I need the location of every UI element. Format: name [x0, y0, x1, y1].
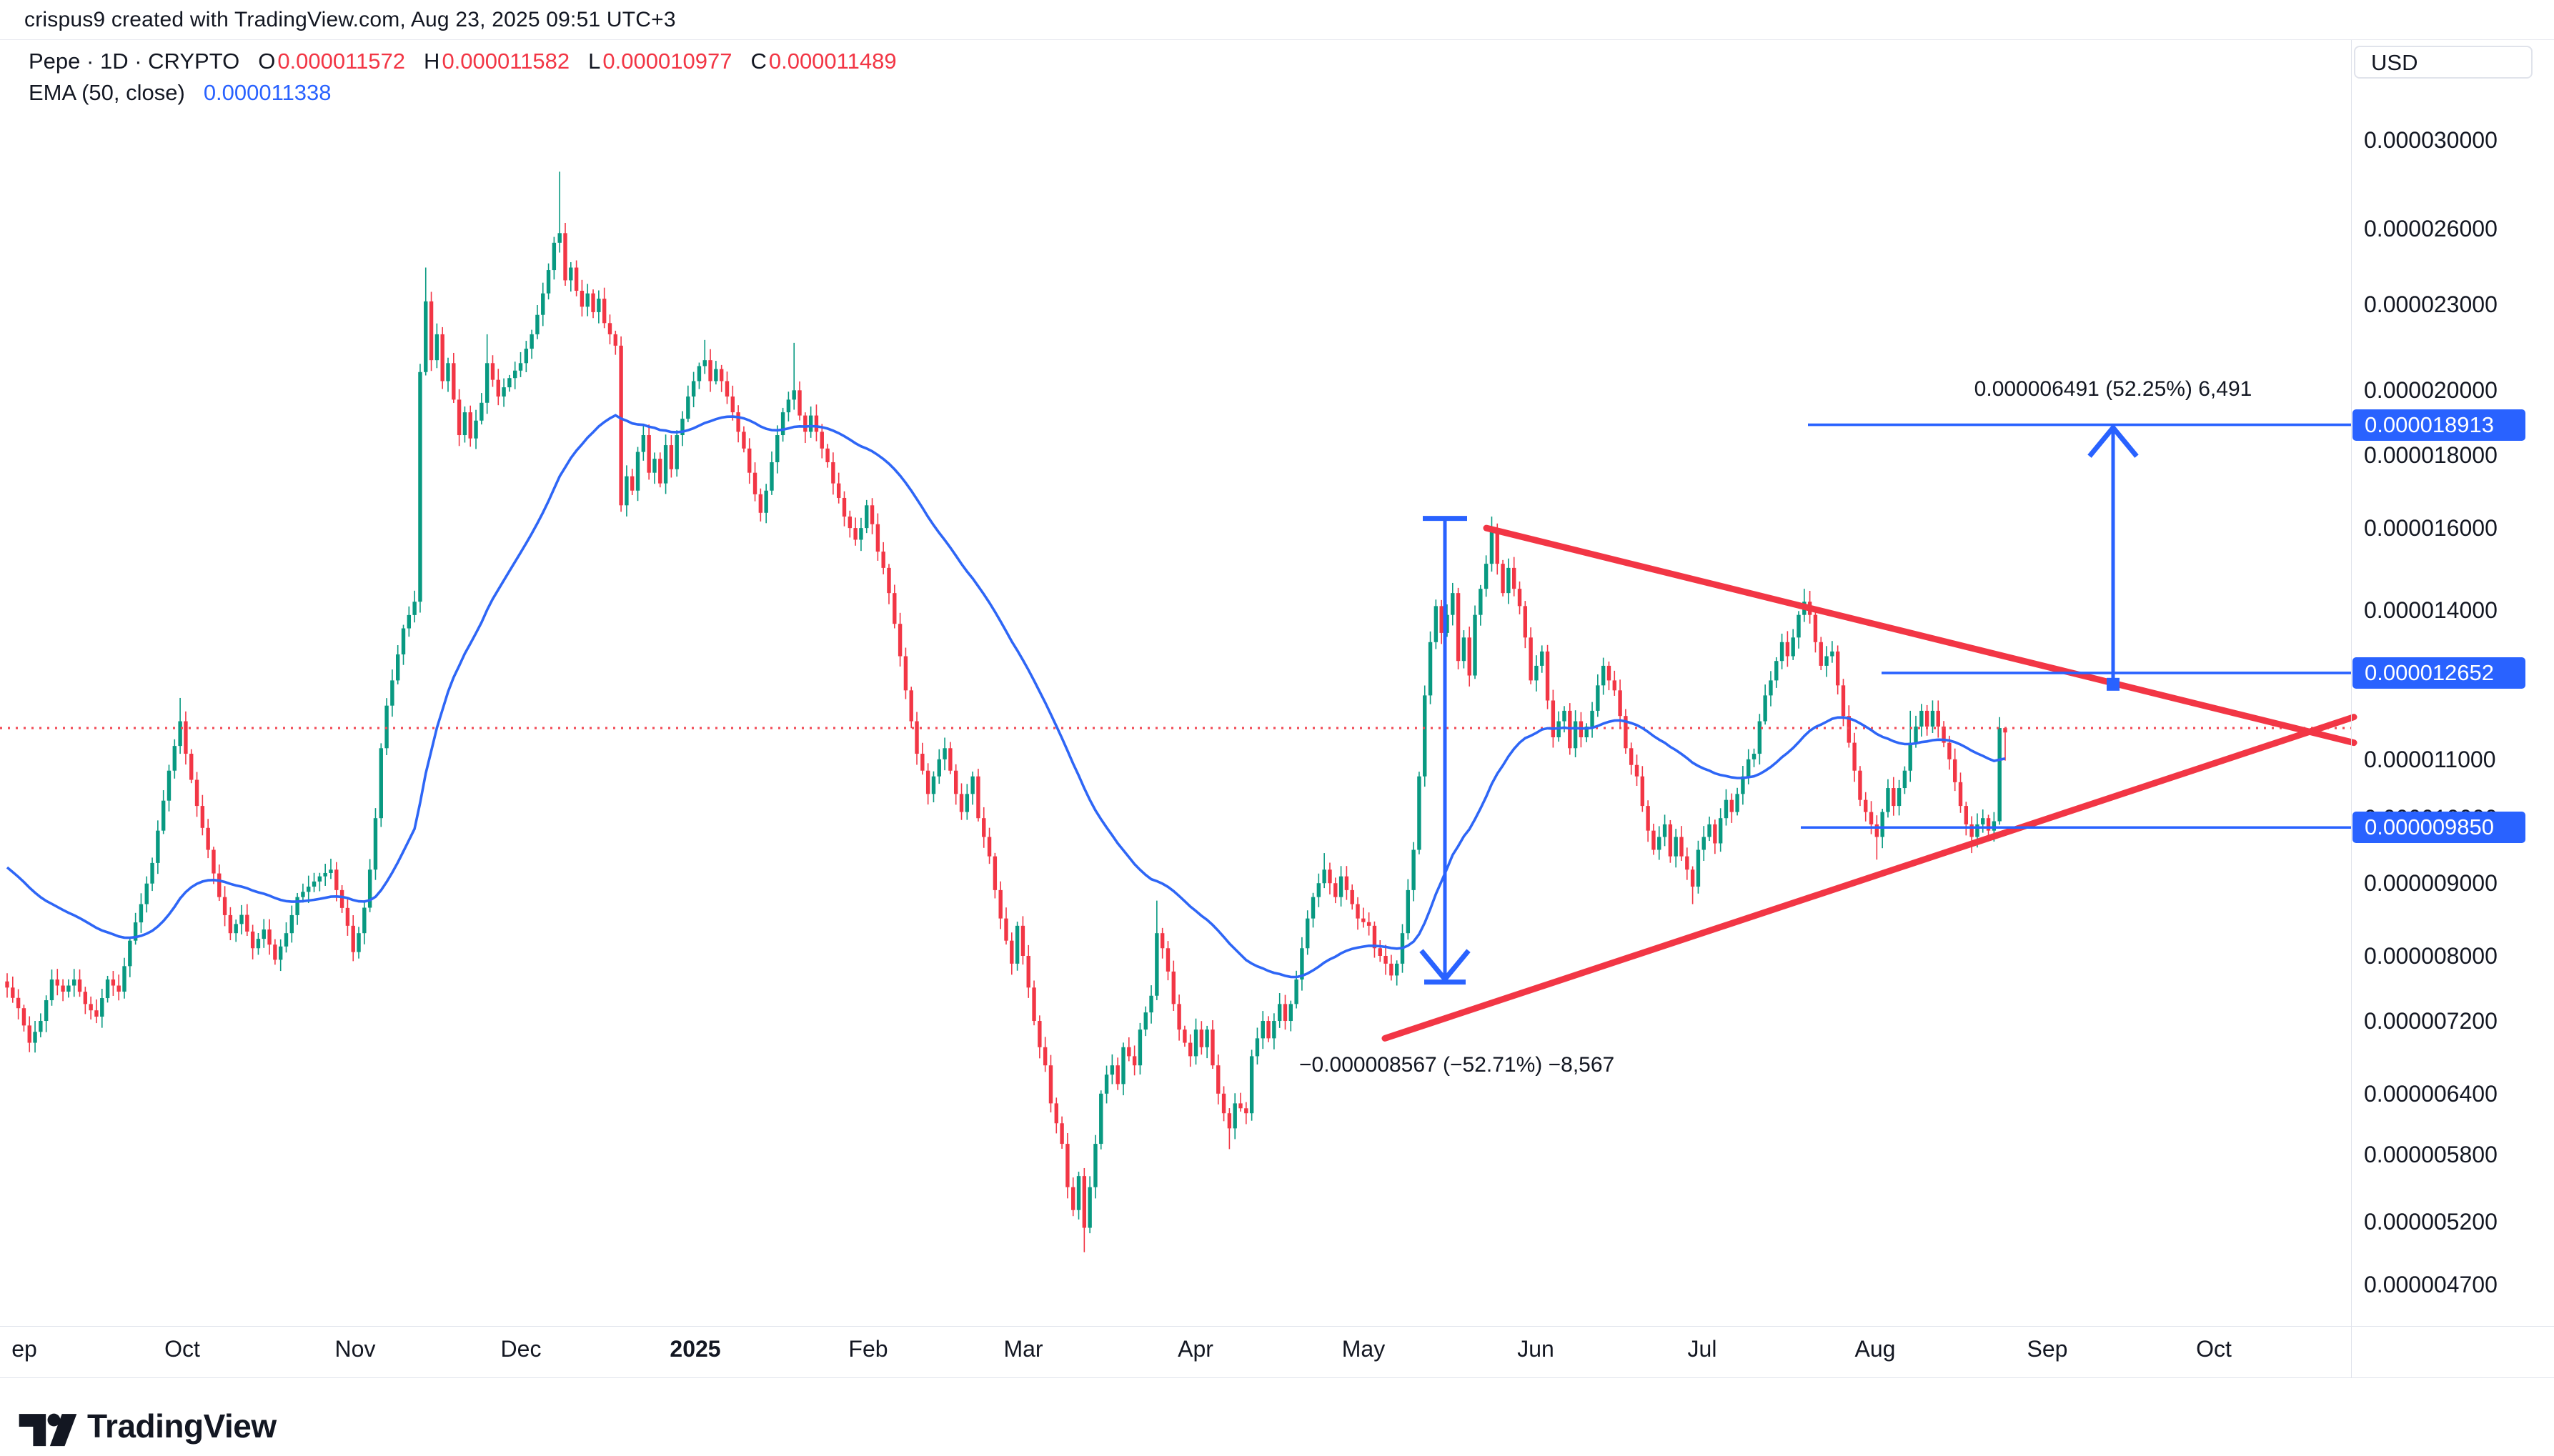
drawing-handle[interactable]: [2107, 677, 2120, 691]
ema-label: EMA (50, close): [29, 80, 185, 105]
price-tick-7200: 0.000007200: [2364, 1008, 2498, 1034]
time-axis-bottom-border: [0, 1377, 2554, 1378]
price-tick-5200: 0.000005200: [2364, 1209, 2498, 1235]
down-range-measure-tool[interactable]: [1419, 516, 1471, 985]
price-tick-30000: 0.000030000: [2364, 127, 2498, 153]
time-tick-Apr: Apr: [1178, 1336, 1213, 1362]
price-tick-8000: 0.000008000: [2364, 942, 2498, 969]
up-range-measure-tool[interactable]: [2087, 425, 2139, 691]
time-tick-ep: ep: [11, 1336, 37, 1362]
up-measure-label: 0.000006491 (52.25%) 6,491: [1974, 377, 2252, 401]
ohlc-close: C 0.000011489: [750, 49, 897, 74]
price-label-box-9850[interactable]: 0.000009850: [2352, 812, 2525, 844]
time-tick-Jul: Jul: [1687, 1336, 1717, 1362]
ohlc-high: H 0.000011582: [424, 49, 570, 74]
price-axis-border: [2351, 40, 2352, 1378]
ohlc-open: O 0.000011572: [258, 49, 406, 74]
time-tick-Oct: Oct: [164, 1336, 200, 1362]
time-tick-Nov: Nov: [334, 1336, 376, 1362]
price-tick-6400: 0.000006400: [2364, 1080, 2498, 1107]
ema-legend[interactable]: EMA (50, close) 0.000011338: [29, 80, 332, 106]
price-tick-14000: 0.000014000: [2364, 597, 2498, 624]
time-tick-Feb: Feb: [848, 1336, 888, 1362]
time-tick-Oct: Oct: [2196, 1336, 2232, 1362]
time-tick-Sep: Sep: [2027, 1336, 2068, 1362]
triangle-upper[interactable]: [1483, 524, 2357, 747]
tradingview-logo-text: TradingView: [87, 1407, 277, 1445]
price-tick-20000: 0.000020000: [2364, 377, 2498, 404]
price-tick-9000: 0.000009000: [2364, 870, 2498, 897]
pane-bottom-border: [0, 1326, 2554, 1327]
time-tick-2025: 2025: [670, 1336, 721, 1362]
price-tick-4700: 0.000004700: [2364, 1271, 2498, 1297]
title-bar: [0, 0, 2554, 40]
candlestick-series: [5, 171, 2007, 1252]
price-tick-5800: 0.000005800: [2364, 1141, 2498, 1167]
time-tick-Dec: Dec: [500, 1336, 542, 1362]
price-tick-16000: 0.000016000: [2364, 515, 2498, 542]
ema-line[interactable]: [6, 414, 2006, 979]
price-label-box-12652[interactable]: 0.000012652: [2352, 657, 2525, 689]
time-tick-Jun: Jun: [1517, 1336, 1554, 1362]
price-tick-11000: 0.000011000: [2364, 746, 2496, 772]
time-tick-Aug: Aug: [1854, 1336, 1896, 1362]
triangle-lower[interactable]: [1381, 714, 2357, 1042]
price-tick-23000: 0.000023000: [2364, 291, 2498, 317]
time-tick-May: May: [1341, 1336, 1386, 1362]
symbol-legend[interactable]: Pepe · 1D · CRYPTO O 0.000011572 H 0.00001…: [29, 49, 897, 74]
price-label-box-18913[interactable]: 0.000018913: [2352, 409, 2525, 441]
down-measure-label: −0.000008567 (−52.71%) −8,567: [1299, 1053, 1615, 1077]
ema-value: 0.000011338: [203, 80, 332, 105]
time-tick-Mar: Mar: [1003, 1336, 1043, 1362]
price-tick-18000: 0.000018000: [2364, 442, 2498, 469]
tradingview-logo[interactable]: TradingView: [19, 1405, 277, 1447]
currency-button[interactable]: USD: [2354, 46, 2533, 79]
price-tick-26000: 0.000026000: [2364, 215, 2498, 241]
page-title: crispus9 created with TradingView.com, A…: [24, 8, 676, 31]
symbol-name: Pepe · 1D · CRYPTO: [29, 49, 240, 74]
ohlc-low: L 0.000010977: [588, 49, 732, 74]
tradingview-logo-icon: [19, 1413, 77, 1447]
